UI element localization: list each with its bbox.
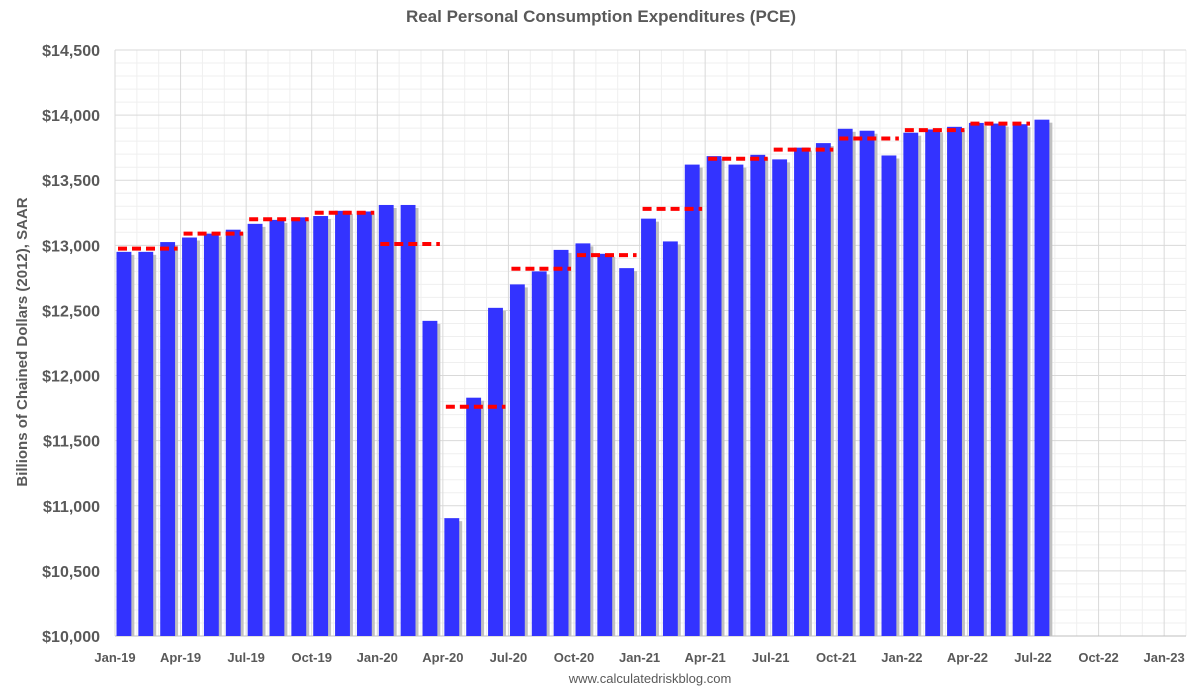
bar [531,271,547,636]
bar [116,251,132,636]
y-tick-label: $10,000 [42,629,100,646]
bar [772,159,788,637]
bar [203,233,219,636]
bar [466,397,482,636]
x-tick-label: Apr-20 [422,650,463,665]
bar [597,253,613,636]
bar [641,218,656,637]
bar [269,219,285,636]
bar [968,122,984,637]
bar [903,132,919,637]
bar [662,241,678,636]
bar [335,210,350,636]
bar [947,126,962,636]
bar [1012,124,1028,636]
x-tick-label: Oct-19 [291,650,331,665]
bar [575,243,591,636]
bar [859,130,875,636]
bar-layer [116,119,1050,637]
y-tick-label: $11,000 [43,499,100,516]
bar [378,204,394,636]
x-tick-label: Jul-21 [752,650,790,665]
bar [706,156,722,636]
bar [313,216,329,637]
bar [750,154,766,636]
x-tick-label: Jul-19 [227,650,265,665]
bar [247,223,263,636]
chart-title: Real Personal Consumption Expenditures (… [405,7,797,26]
quarterly-average-layer [118,121,1030,409]
x-tick-label: Oct-21 [816,650,856,665]
y-tick-label: $14,500 [42,43,100,60]
x-tick-label: Jan-20 [357,650,398,665]
x-tick-layer: Jan-19 Apr-19 Jul-19 Oct-19 Jan-20 Apr-20 Jul-… [94,650,1184,665]
bar [356,211,372,636]
y-tick-label: $13,500 [42,173,100,190]
x-tick-label: Jan-19 [94,650,135,665]
bar [881,155,897,637]
x-tick-label: Jan-22 [881,650,922,665]
bar [160,242,176,637]
y-tick-label: $11,500 [43,434,100,451]
x-tick-label: Apr-21 [685,650,726,665]
bar [728,164,744,636]
bar [553,249,569,636]
y-tick-label: $13,000 [42,238,100,255]
y-tick-label: $10,500 [42,564,100,581]
bar [837,128,853,637]
bar [291,217,307,636]
bar [400,204,416,636]
x-tick-label: Oct-20 [554,650,594,665]
y-tick-layer: $10,000 $10,500 $11,000 $11,500 $12,000 $12,5… [42,43,100,646]
x-tick-label: Jul-22 [1014,650,1052,665]
bar [225,229,241,636]
bar [488,307,503,636]
bar [794,147,809,636]
bar [182,237,197,636]
bar [444,518,460,636]
x-tick-label: Apr-19 [160,650,201,665]
y-tick-label: $12,500 [42,303,100,320]
source-label: www.calculatedriskblog.com [568,671,732,686]
bar [990,123,1006,636]
x-tick-label: Jan-21 [619,650,660,665]
x-tick-label: Jul-20 [490,650,528,665]
bar [619,268,635,636]
x-tick-label: Oct-22 [1078,650,1118,665]
x-tick-label: Apr-22 [947,650,988,665]
bar [1034,119,1050,637]
y-tick-label: $12,000 [42,369,100,386]
bar [684,164,700,636]
y-axis-title: Billions of Chained Dollars (2012), SAAR [14,197,31,486]
y-tick-label: $14,000 [42,108,100,125]
bar [509,284,525,636]
x-tick-label: Jan-23 [1144,650,1185,665]
bar [422,320,438,636]
bar [815,143,831,636]
bar [138,251,154,636]
bar [925,129,941,637]
